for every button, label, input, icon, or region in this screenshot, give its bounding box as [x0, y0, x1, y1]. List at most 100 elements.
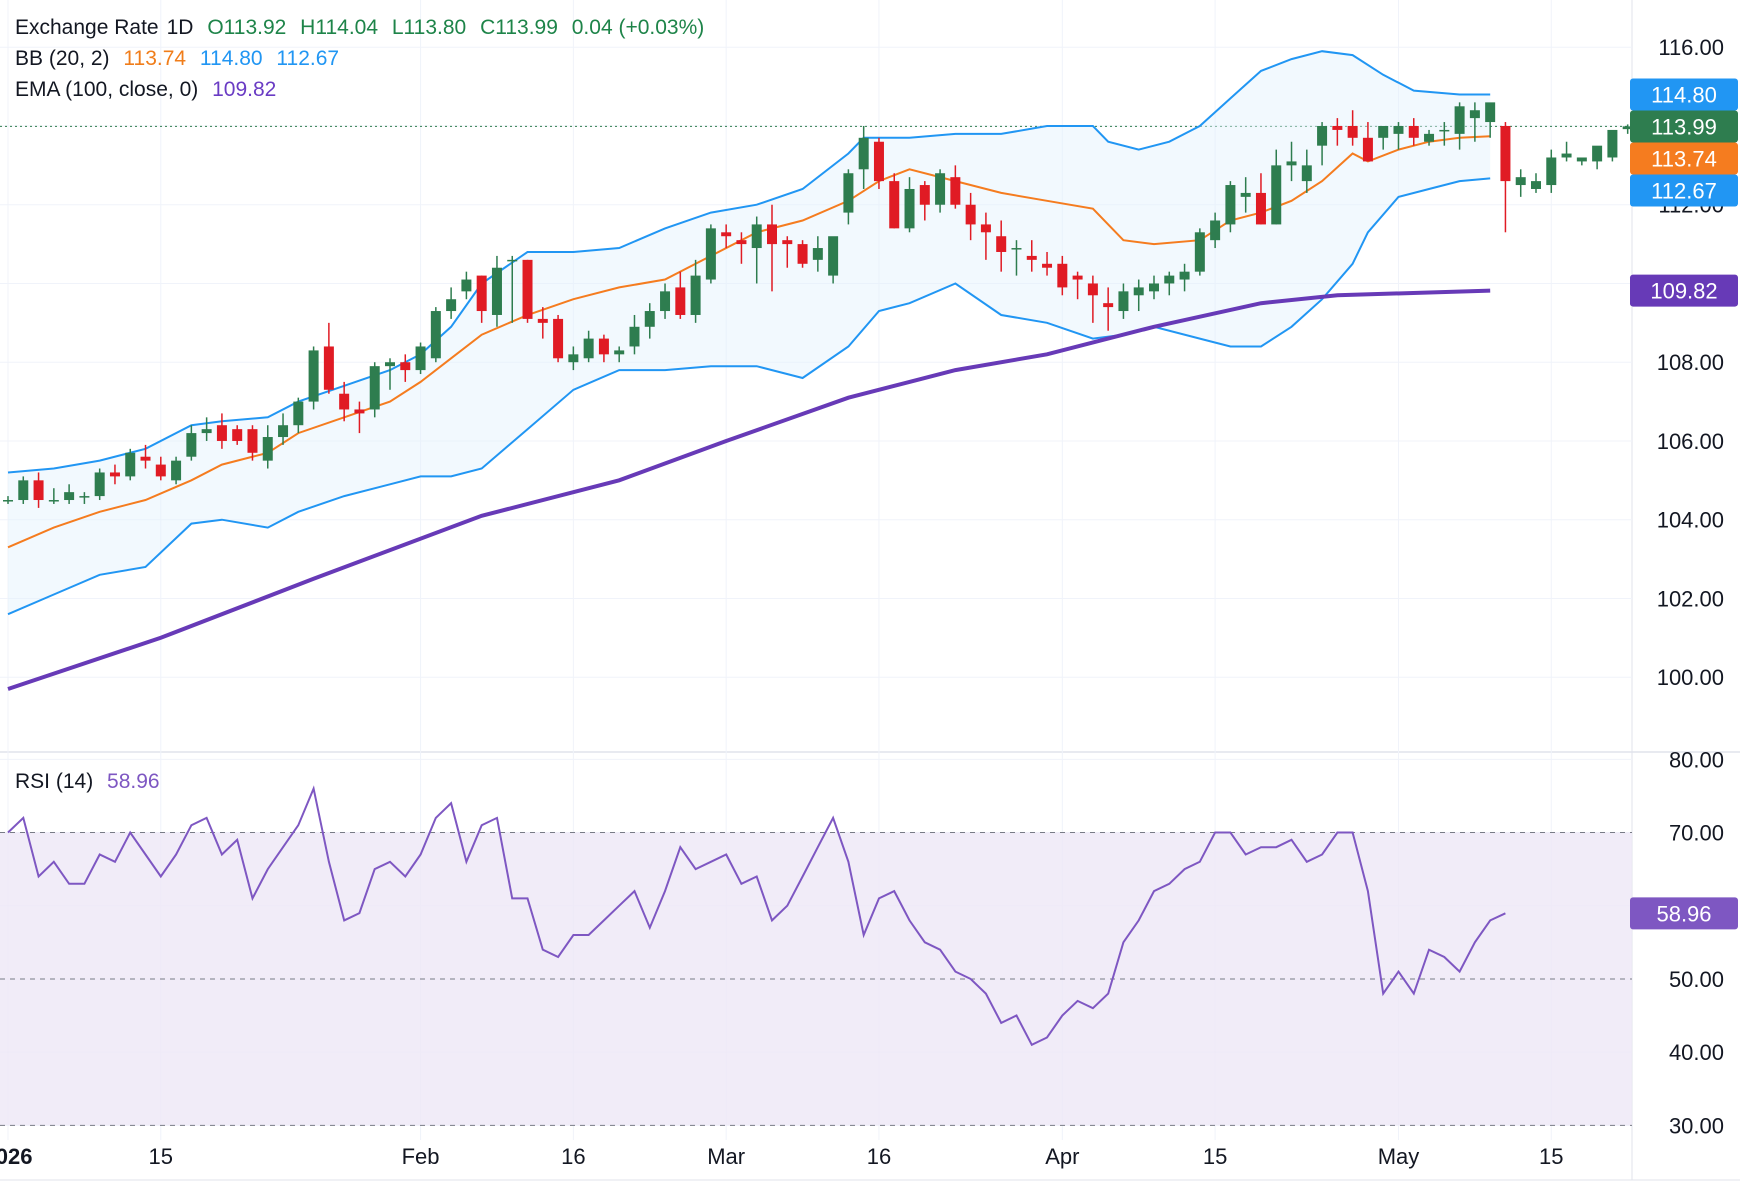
bb-label[interactable]: BB (20, 2): [15, 47, 110, 70]
candle-body: [583, 338, 594, 359]
candle-body: [3, 500, 13, 502]
price-tag-box: [1630, 274, 1738, 307]
candle-body: [644, 311, 655, 327]
candle-body: [980, 224, 991, 233]
candle-body: [675, 287, 686, 315]
candle-body: [1286, 161, 1297, 166]
candle-body: [614, 350, 625, 355]
candle-body: [140, 456, 151, 461]
candle-body: [1118, 291, 1129, 312]
candle-body: [751, 224, 762, 249]
candle-body: [858, 137, 869, 170]
candle-body: [155, 464, 166, 477]
bb-lower-value: 112.67: [276, 47, 340, 70]
interval-label[interactable]: 1D: [166, 16, 194, 39]
bb-upper-value: 114.80: [199, 47, 263, 70]
candle-body: [94, 472, 105, 497]
rsi-tick-label: 70.00: [1669, 821, 1724, 846]
candle-body: [537, 318, 548, 323]
candle-body: [736, 240, 747, 245]
candle-body: [354, 409, 365, 414]
candle-body: [919, 185, 930, 205]
candle-body: [797, 244, 808, 264]
candle-body: [1393, 125, 1404, 134]
rsi-tick-label: 80.00: [1669, 747, 1724, 772]
candle-body: [1317, 125, 1328, 146]
candle-body: [1592, 145, 1603, 162]
candle-body: [1408, 125, 1419, 138]
price-tick-label: 116.00: [1658, 35, 1724, 60]
candle-body: [767, 224, 777, 245]
rsi-tick-label: 30.00: [1669, 1113, 1724, 1138]
price-tag-label: 112.67: [1651, 178, 1717, 203]
price-tag-box: [1630, 897, 1738, 930]
candle-body: [48, 500, 59, 502]
candle-body: [369, 366, 380, 410]
candle-body: [1271, 165, 1282, 225]
time-tick-label: 15: [149, 1144, 173, 1169]
candle-body: [721, 232, 732, 237]
candle-body: [889, 181, 900, 229]
candle-body: [1164, 275, 1175, 284]
candle-body: [400, 362, 411, 371]
price-tag-label: 113.74: [1651, 146, 1717, 171]
candle-body: [385, 362, 395, 367]
candle-body: [996, 236, 1007, 252]
high-value: H114.04: [300, 16, 379, 39]
candle-body: [125, 452, 136, 477]
bb-fill: [8, 51, 1491, 615]
candle-body: [262, 437, 273, 461]
candle-body: [965, 204, 976, 225]
candle-body: [904, 188, 915, 229]
candles[interactable]: [3, 102, 1633, 508]
candle-body: [278, 425, 289, 438]
candle-body: [1301, 165, 1312, 182]
time-tick-label: 16: [867, 1144, 891, 1169]
candle-body: [1057, 263, 1068, 288]
time-tick-label: Mar: [707, 1144, 745, 1169]
candle-body: [1347, 125, 1358, 138]
candle-body: [1210, 220, 1221, 241]
symbol-name[interactable]: Exchange Rate: [15, 16, 159, 39]
candle-body: [186, 433, 197, 457]
candle-body: [1546, 157, 1557, 186]
price-tick-label: 108.00: [1657, 350, 1724, 375]
rsi-label[interactable]: RSI (14): [15, 770, 94, 793]
low-value: L113.80: [391, 16, 467, 39]
candle-body: [690, 275, 701, 315]
candle-body: [1378, 125, 1389, 138]
time-tick-label: Apr: [1045, 1144, 1079, 1169]
candle-body: [491, 267, 502, 315]
price-tick-label: 100.00: [1657, 665, 1724, 690]
price-tag-label: 58.96: [1656, 901, 1711, 926]
candle-body: [323, 346, 334, 390]
rsi-tick-label: 40.00: [1669, 1040, 1724, 1065]
candle-body: [950, 177, 961, 205]
candle-body: [828, 236, 839, 276]
time-tick-label: May: [1378, 1144, 1420, 1169]
candle-body: [171, 460, 182, 481]
candle-body: [1026, 255, 1037, 260]
candle-body: [1332, 125, 1343, 130]
candle-body: [1255, 192, 1266, 225]
candle-body: [1149, 283, 1159, 292]
candle-body: [1485, 102, 1496, 123]
candle-body: [1515, 177, 1526, 186]
bb-legend: BB (20, 2) 113.74 114.80 112.67: [15, 47, 347, 71]
price-tag-box: [1630, 142, 1738, 175]
price-tag-box: [1630, 174, 1738, 207]
rsi-tick-label: 50.00: [1669, 967, 1724, 992]
bb-basis-value: 113.74: [123, 47, 187, 70]
candle-body: [629, 326, 640, 347]
time-tick-label: Feb: [402, 1144, 440, 1169]
price-tags: 114.80 113.99 113.74 112.67 109.82 58.96: [1630, 78, 1738, 930]
ema-label[interactable]: EMA (100, close, 0): [15, 78, 199, 101]
time-tick-label: 15: [1203, 1144, 1227, 1169]
candle-body: [1133, 287, 1144, 296]
ema100-line: [7, 288, 1491, 691]
ohlc-legend: Exchange Rate 1D O113.92 H114.04 L113.80 …: [15, 16, 712, 40]
rsi-series-line: [7, 785, 1506, 1047]
candle-body: [18, 480, 29, 501]
bollinger-bands: [7, 50, 1491, 616]
